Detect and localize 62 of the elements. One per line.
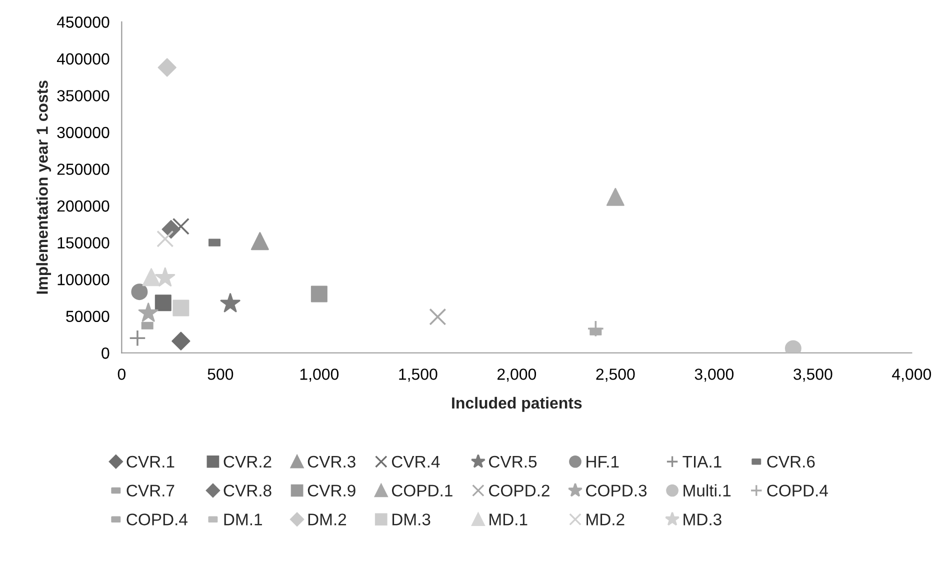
legend-label: COPD.3	[586, 484, 647, 496]
x-tick-label: 500	[208, 368, 234, 380]
legend-label: CVR.1	[126, 456, 174, 468]
point	[158, 58, 176, 77]
legend-label: MD.2	[586, 514, 624, 526]
legend-label: CVR.8	[224, 484, 272, 496]
point	[172, 300, 190, 316]
legend-label: DM.2	[308, 514, 346, 526]
legend-label: CVR.4	[392, 456, 440, 468]
x-tick-label: 1,000	[300, 368, 339, 382]
legend-label: COPD.1	[392, 484, 452, 496]
x-tick-label: 3,000	[694, 368, 734, 382]
legend-label: HF.1	[586, 456, 619, 468]
point	[172, 218, 190, 235]
point	[142, 268, 160, 286]
y-tick-label: 450000	[56, 16, 110, 28]
point	[220, 293, 240, 312]
point	[155, 267, 176, 286]
x-tick-label: 0	[118, 368, 126, 380]
point	[162, 220, 180, 239]
point	[310, 286, 328, 302]
legend-label: MD.1	[490, 514, 528, 526]
point	[131, 284, 148, 300]
legend-label: COPD.2	[489, 484, 550, 496]
x-tick-label: 3,500	[794, 368, 832, 382]
x-tick-label: 1,500	[399, 368, 438, 382]
legend-label: Multi.1	[684, 484, 731, 496]
y-tick-label: 100000	[58, 274, 110, 286]
point	[138, 302, 158, 322]
x-tick-label: 2,000	[497, 368, 536, 382]
point	[172, 332, 190, 350]
legend-label: CVR.3	[308, 456, 356, 468]
y-tick-label: 50000	[66, 310, 110, 322]
point	[128, 330, 146, 347]
y-tick-label: 250000	[57, 164, 110, 175]
legend-label: CVR.7	[126, 484, 174, 496]
y-tick-label: 300000	[57, 126, 110, 138]
legend-label: DM.3	[392, 514, 430, 526]
legend-label: CVR.2	[224, 456, 272, 468]
legend-label: CVR.5	[489, 456, 537, 468]
x-axis-title: Included patients	[452, 396, 582, 412]
legend-label: COPD.4	[126, 514, 188, 526]
legend-label: CVR.6	[767, 456, 815, 468]
point	[154, 294, 172, 312]
y-tick-label: 350000	[57, 90, 110, 102]
y-tick-label: 200000	[57, 200, 110, 212]
y-tick-label: 150000	[58, 237, 110, 248]
point	[429, 308, 446, 326]
point	[156, 230, 174, 248]
point	[587, 320, 604, 338]
point	[606, 188, 624, 206]
legend-label: CVR.9	[308, 484, 356, 496]
point	[250, 232, 269, 250]
y-tick-label: 400000	[56, 53, 110, 65]
y-axis-title: Implementation year 1 costs	[36, 80, 52, 294]
y-tick-label: 0	[102, 348, 110, 359]
legend-label: MD.3	[684, 514, 722, 526]
legend-label: TIA.1	[682, 456, 722, 468]
x-tick-label: 4,000	[892, 368, 932, 382]
x-tick-label: 2,500	[596, 368, 635, 382]
legend-label: COPD.4	[767, 484, 828, 496]
legend-label: DM.1	[224, 514, 262, 526]
